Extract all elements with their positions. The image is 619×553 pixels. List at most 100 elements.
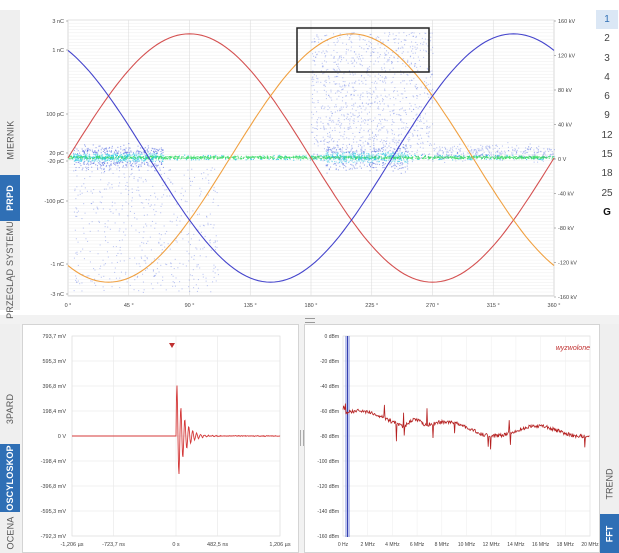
prpd-pulse-point <box>348 84 350 86</box>
prpd-pulse-point <box>400 162 402 164</box>
prpd-pulse-point <box>540 157 542 159</box>
prpd-pulse-point <box>138 177 140 179</box>
prpd-zoom-selection-box[interactable] <box>296 27 430 73</box>
prpd-pulse-point <box>338 90 340 92</box>
tab-3pard[interactable]: 3PARD <box>5 393 15 425</box>
scale-option-9[interactable]: 9 <box>604 110 610 122</box>
prpd-pulse-point <box>242 157 244 159</box>
prpd-pulse-point <box>133 289 135 291</box>
scale-option-g[interactable]: G <box>603 206 611 218</box>
tab-prpd[interactable]: PRPD <box>0 175 20 221</box>
scale-option-25[interactable]: 25 <box>601 187 613 199</box>
prpd-pulse-point <box>333 140 335 142</box>
prpd-pulse-point <box>373 82 375 84</box>
prpd-pulse-point <box>349 37 351 39</box>
scale-option-12[interactable]: 12 <box>601 129 613 141</box>
prpd-pulse-point <box>85 157 87 159</box>
prpd-pulse-point <box>503 156 505 158</box>
prpd-pulse-point <box>470 159 472 161</box>
scope-y-tick-label: -792,3 mV <box>41 534 67 540</box>
prpd-pulse-point <box>212 227 214 229</box>
tab-miernik[interactable]: MIERNIK <box>5 120 15 160</box>
prpd-pulse-point <box>392 151 394 153</box>
prpd-pulse-point <box>91 156 93 158</box>
tab-przeglad-systemu[interactable]: PRZEGLĄD SYSTEMU <box>5 221 15 319</box>
prpd-pulse-point <box>116 154 118 156</box>
prpd-pulse-point <box>546 156 548 158</box>
prpd-pulse-point <box>75 252 77 254</box>
prpd-pulse-point <box>193 157 195 159</box>
prpd-pulse-point <box>422 154 424 156</box>
prpd-pulse-point <box>390 54 392 56</box>
prpd-pulse-point <box>160 151 162 153</box>
scale-option-6[interactable]: 6 <box>604 91 610 103</box>
prpd-pulse-point <box>329 82 331 84</box>
prpd-pulse-point <box>97 158 99 160</box>
prpd-pulse-point <box>400 82 402 84</box>
prpd-pulse-point <box>312 158 314 160</box>
prpd-pulse-point <box>369 102 371 104</box>
scale-option-2[interactable]: 2 <box>604 33 610 45</box>
prpd-pulse-point <box>383 164 385 166</box>
prpd-pulse-point <box>97 155 99 157</box>
prpd-pulse-point <box>74 156 76 158</box>
prpd-pulse-point <box>124 234 126 236</box>
prpd-pulse-point <box>251 155 253 157</box>
prpd-pulse-point <box>99 167 101 169</box>
prpd-pulse-point <box>316 111 318 113</box>
prpd-pulse-point <box>373 91 375 93</box>
prpd-pulse-point <box>345 151 347 153</box>
scale-option-4[interactable]: 4 <box>604 71 610 83</box>
scale-option-3[interactable]: 3 <box>604 52 610 64</box>
prpd-pulse-point <box>97 167 99 169</box>
prpd-pulse-point <box>378 160 380 162</box>
prpd-pulse-point <box>97 150 99 152</box>
prpd-pulse-point <box>316 135 318 137</box>
prpd-pulse-point <box>133 176 135 178</box>
prpd-pulse-point <box>487 157 489 159</box>
horizontal-splitter-handle[interactable] <box>305 318 315 323</box>
prpd-pulse-point <box>474 149 476 151</box>
prpd-pulse-point <box>143 151 145 153</box>
prpd-pulse-point <box>134 257 136 259</box>
prpd-pulse-point <box>143 260 145 262</box>
prpd-pulse-point <box>147 164 149 166</box>
scale-option-18[interactable]: 18 <box>601 168 613 180</box>
prpd-pulse-point <box>368 159 370 161</box>
tab-oscyloskop[interactable]: OSCYLOSKOP <box>0 444 20 512</box>
vertical-splitter-handle[interactable] <box>300 430 304 446</box>
prpd-pulse-point <box>161 155 163 157</box>
scale-option-1[interactable]: 1 <box>596 10 618 30</box>
prpd-pulse-point <box>160 205 162 207</box>
tab-trend[interactable]: TREND <box>604 468 615 500</box>
prpd-pulse-point <box>154 153 156 155</box>
prpd-pulse-point <box>145 178 147 180</box>
tab-ocena[interactable]: OCENA <box>5 515 16 550</box>
prpd-pulse-point <box>353 89 355 91</box>
prpd-pulse-point <box>361 155 363 157</box>
prpd-pulse-point <box>146 149 148 151</box>
prpd-pulse-point <box>407 161 409 163</box>
prpd-pulse-point <box>200 190 202 192</box>
prpd-pulse-point <box>371 131 373 133</box>
prpd-pulse-point <box>121 154 123 156</box>
prpd-pulse-point <box>354 51 356 53</box>
prpd-pulse-point <box>412 45 414 47</box>
tab-fft[interactable]: FFT <box>600 514 619 553</box>
prpd-pulse-point <box>511 146 513 148</box>
prpd-pulse-point <box>447 156 449 158</box>
prpd-pulse-point <box>397 61 399 63</box>
prpd-pulse-point <box>174 258 176 260</box>
prpd-pulse-point <box>339 159 341 161</box>
prpd-pulse-point <box>329 158 331 160</box>
fft-chart[interactable]: wyzwolone 0 dBm-20 dBm-40 dBm-60 dBm-80 … <box>304 324 600 553</box>
prpd-pulse-point <box>201 157 203 159</box>
prpd-pulse-point <box>93 152 95 154</box>
prpd-pulse-point <box>543 152 545 154</box>
prpd-pulse-point <box>336 41 338 43</box>
prpd-pulse-point <box>530 149 532 151</box>
trigger-marker-icon[interactable] <box>169 343 175 348</box>
scale-option-15[interactable]: 15 <box>601 149 613 161</box>
